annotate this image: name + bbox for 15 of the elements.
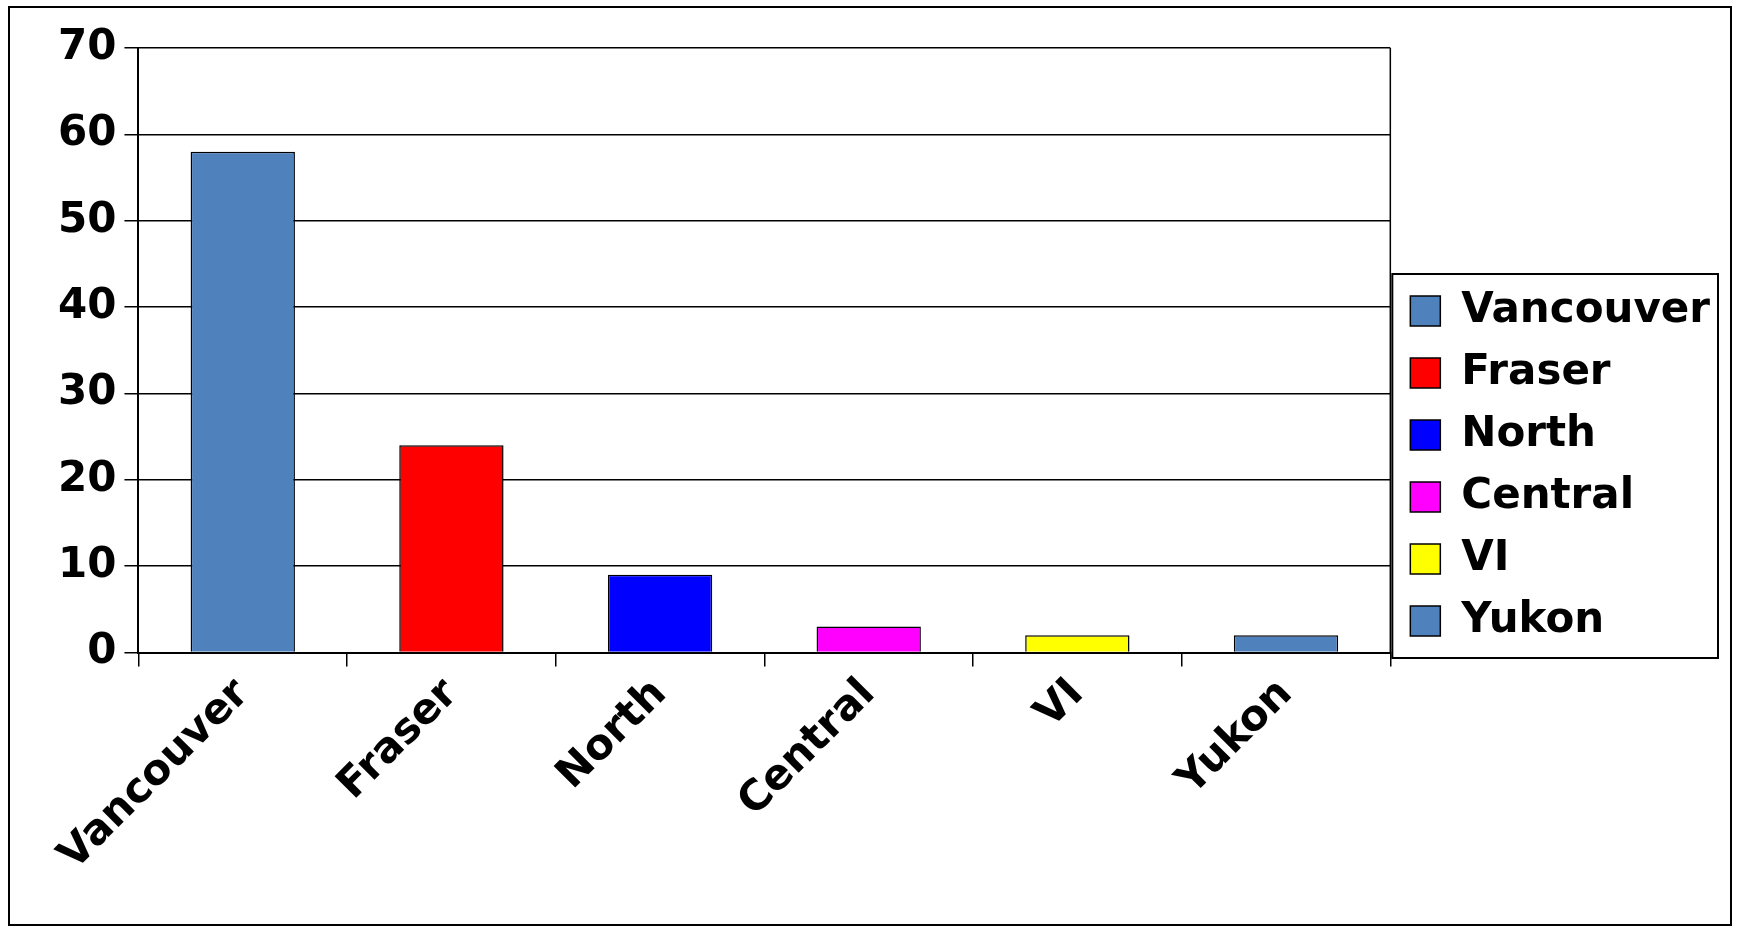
y-tick-label: 60 — [57, 106, 117, 156]
y-tick-label: 40 — [57, 278, 117, 328]
x-tick-label: VI — [1023, 667, 1093, 737]
y-tick-label: 10 — [57, 538, 117, 588]
legend-label: North — [1461, 406, 1597, 456]
legend-label: Central — [1461, 468, 1635, 518]
y-tick-label: 20 — [57, 451, 117, 501]
legend-label: Yukon — [1460, 592, 1605, 642]
y-tick-label: 30 — [57, 365, 117, 415]
legend-label: Vancouver — [1461, 282, 1711, 332]
legend-label: Fraser — [1461, 344, 1611, 394]
legend-label: VI — [1461, 530, 1510, 580]
y-tick-label: 50 — [57, 192, 117, 242]
y-tick-label: 70 — [57, 19, 117, 69]
y-tick-label: 0 — [87, 624, 117, 674]
